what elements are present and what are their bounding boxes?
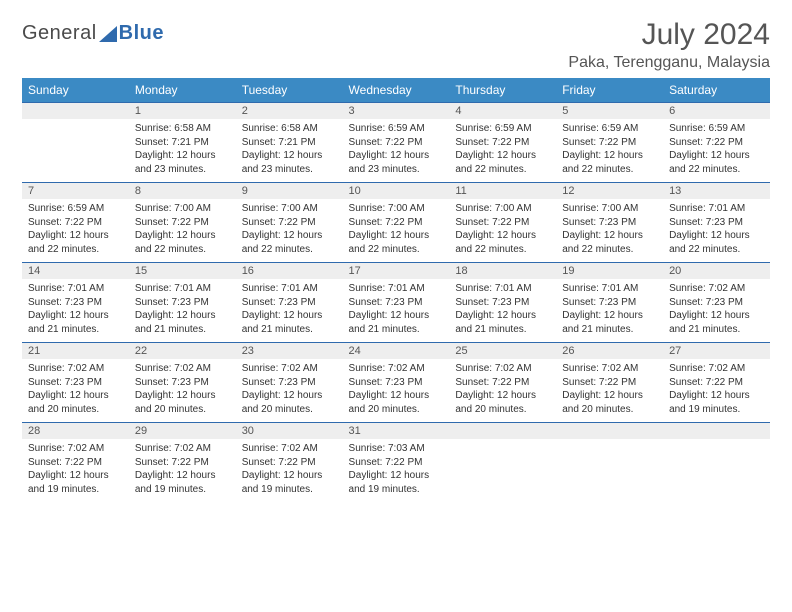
day-content-cell: Sunrise: 7:02 AMSunset: 7:22 PMDaylight:… xyxy=(556,359,663,423)
day-content-cell: Sunrise: 7:02 AMSunset: 7:22 PMDaylight:… xyxy=(22,439,129,502)
day-content-cell: Sunrise: 6:59 AMSunset: 7:22 PMDaylight:… xyxy=(556,119,663,183)
brand-logo: General Blue xyxy=(22,22,164,45)
day-number-cell: 3 xyxy=(343,103,450,120)
daynum-row: 123456 xyxy=(22,103,770,120)
day-content-cell: Sunrise: 7:00 AMSunset: 7:22 PMDaylight:… xyxy=(343,199,450,263)
brand-part1: General xyxy=(22,22,97,45)
day-content-cell: Sunrise: 7:00 AMSunset: 7:22 PMDaylight:… xyxy=(129,199,236,263)
page-title: July 2024 xyxy=(568,18,770,52)
day-content-cell: Sunrise: 7:03 AMSunset: 7:22 PMDaylight:… xyxy=(343,439,450,502)
day-number-cell: 12 xyxy=(556,183,663,200)
day-content-cell xyxy=(663,439,770,502)
content-row: Sunrise: 7:02 AMSunset: 7:22 PMDaylight:… xyxy=(22,439,770,502)
day-header: Friday xyxy=(556,78,663,103)
day-content-cell: Sunrise: 7:02 AMSunset: 7:22 PMDaylight:… xyxy=(236,439,343,502)
day-number-cell: 5 xyxy=(556,103,663,120)
day-number-cell: 27 xyxy=(663,343,770,360)
day-content-cell: Sunrise: 6:58 AMSunset: 7:21 PMDaylight:… xyxy=(129,119,236,183)
day-header: Saturday xyxy=(663,78,770,103)
day-number-cell: 2 xyxy=(236,103,343,120)
day-number-cell: 13 xyxy=(663,183,770,200)
day-content-cell: Sunrise: 7:00 AMSunset: 7:22 PMDaylight:… xyxy=(236,199,343,263)
daynum-row: 28293031 xyxy=(22,423,770,440)
daynum-row: 21222324252627 xyxy=(22,343,770,360)
day-number-cell: 9 xyxy=(236,183,343,200)
day-number-cell: 22 xyxy=(129,343,236,360)
day-number-cell: 24 xyxy=(343,343,450,360)
day-number-cell: 17 xyxy=(343,263,450,280)
triangle-icon xyxy=(99,26,117,42)
day-content-cell: Sunrise: 7:01 AMSunset: 7:23 PMDaylight:… xyxy=(22,279,129,343)
day-content-cell: Sunrise: 7:02 AMSunset: 7:23 PMDaylight:… xyxy=(663,279,770,343)
day-content-cell: Sunrise: 7:01 AMSunset: 7:23 PMDaylight:… xyxy=(449,279,556,343)
day-number-cell: 19 xyxy=(556,263,663,280)
day-number-cell xyxy=(22,103,129,120)
brand-part2: Blue xyxy=(119,22,164,45)
day-number-cell: 30 xyxy=(236,423,343,440)
day-number-cell: 10 xyxy=(343,183,450,200)
content-row: Sunrise: 7:01 AMSunset: 7:23 PMDaylight:… xyxy=(22,279,770,343)
day-content-cell: Sunrise: 7:01 AMSunset: 7:23 PMDaylight:… xyxy=(236,279,343,343)
day-number-cell: 18 xyxy=(449,263,556,280)
day-header-row: SundayMondayTuesdayWednesdayThursdayFrid… xyxy=(22,78,770,103)
day-number-cell: 11 xyxy=(449,183,556,200)
header: General Blue July 2024 Paka, Terengganu,… xyxy=(22,18,770,72)
title-block: July 2024 Paka, Terengganu, Malaysia xyxy=(568,18,770,72)
day-number-cell: 4 xyxy=(449,103,556,120)
day-content-cell xyxy=(556,439,663,502)
day-content-cell: Sunrise: 7:01 AMSunset: 7:23 PMDaylight:… xyxy=(556,279,663,343)
day-content-cell: Sunrise: 6:59 AMSunset: 7:22 PMDaylight:… xyxy=(449,119,556,183)
day-content-cell: Sunrise: 7:01 AMSunset: 7:23 PMDaylight:… xyxy=(129,279,236,343)
day-number-cell: 1 xyxy=(129,103,236,120)
day-number-cell: 25 xyxy=(449,343,556,360)
day-content-cell: Sunrise: 7:02 AMSunset: 7:22 PMDaylight:… xyxy=(129,439,236,502)
day-number-cell: 7 xyxy=(22,183,129,200)
day-content-cell: Sunrise: 7:02 AMSunset: 7:22 PMDaylight:… xyxy=(663,359,770,423)
day-content-cell: Sunrise: 7:02 AMSunset: 7:22 PMDaylight:… xyxy=(449,359,556,423)
day-content-cell: Sunrise: 7:02 AMSunset: 7:23 PMDaylight:… xyxy=(343,359,450,423)
day-number-cell xyxy=(663,423,770,440)
day-number-cell xyxy=(556,423,663,440)
day-header: Tuesday xyxy=(236,78,343,103)
day-header: Wednesday xyxy=(343,78,450,103)
day-content-cell: Sunrise: 7:00 AMSunset: 7:23 PMDaylight:… xyxy=(556,199,663,263)
day-number-cell: 14 xyxy=(22,263,129,280)
content-row: Sunrise: 7:02 AMSunset: 7:23 PMDaylight:… xyxy=(22,359,770,423)
day-number-cell: 29 xyxy=(129,423,236,440)
day-content-cell: Sunrise: 6:59 AMSunset: 7:22 PMDaylight:… xyxy=(663,119,770,183)
day-content-cell: Sunrise: 7:02 AMSunset: 7:23 PMDaylight:… xyxy=(22,359,129,423)
day-number-cell: 28 xyxy=(22,423,129,440)
location-text: Paka, Terengganu, Malaysia xyxy=(568,54,770,72)
day-content-cell: Sunrise: 7:01 AMSunset: 7:23 PMDaylight:… xyxy=(343,279,450,343)
content-row: Sunrise: 6:59 AMSunset: 7:22 PMDaylight:… xyxy=(22,199,770,263)
day-content-cell: Sunrise: 6:59 AMSunset: 7:22 PMDaylight:… xyxy=(343,119,450,183)
day-header: Thursday xyxy=(449,78,556,103)
day-content-cell: Sunrise: 6:58 AMSunset: 7:21 PMDaylight:… xyxy=(236,119,343,183)
day-content-cell: Sunrise: 7:01 AMSunset: 7:23 PMDaylight:… xyxy=(663,199,770,263)
daynum-row: 14151617181920 xyxy=(22,263,770,280)
day-number-cell: 16 xyxy=(236,263,343,280)
daynum-row: 78910111213 xyxy=(22,183,770,200)
day-number-cell: 20 xyxy=(663,263,770,280)
day-header: Monday xyxy=(129,78,236,103)
day-content-cell: Sunrise: 7:02 AMSunset: 7:23 PMDaylight:… xyxy=(129,359,236,423)
day-number-cell: 6 xyxy=(663,103,770,120)
day-content-cell xyxy=(22,119,129,183)
day-number-cell: 8 xyxy=(129,183,236,200)
day-number-cell xyxy=(449,423,556,440)
day-content-cell xyxy=(449,439,556,502)
day-number-cell: 31 xyxy=(343,423,450,440)
day-number-cell: 21 xyxy=(22,343,129,360)
content-row: Sunrise: 6:58 AMSunset: 7:21 PMDaylight:… xyxy=(22,119,770,183)
calendar-table: SundayMondayTuesdayWednesdayThursdayFrid… xyxy=(22,78,770,502)
day-content-cell: Sunrise: 6:59 AMSunset: 7:22 PMDaylight:… xyxy=(22,199,129,263)
day-number-cell: 26 xyxy=(556,343,663,360)
day-content-cell: Sunrise: 7:00 AMSunset: 7:22 PMDaylight:… xyxy=(449,199,556,263)
day-content-cell: Sunrise: 7:02 AMSunset: 7:23 PMDaylight:… xyxy=(236,359,343,423)
day-header: Sunday xyxy=(22,78,129,103)
day-number-cell: 15 xyxy=(129,263,236,280)
day-number-cell: 23 xyxy=(236,343,343,360)
